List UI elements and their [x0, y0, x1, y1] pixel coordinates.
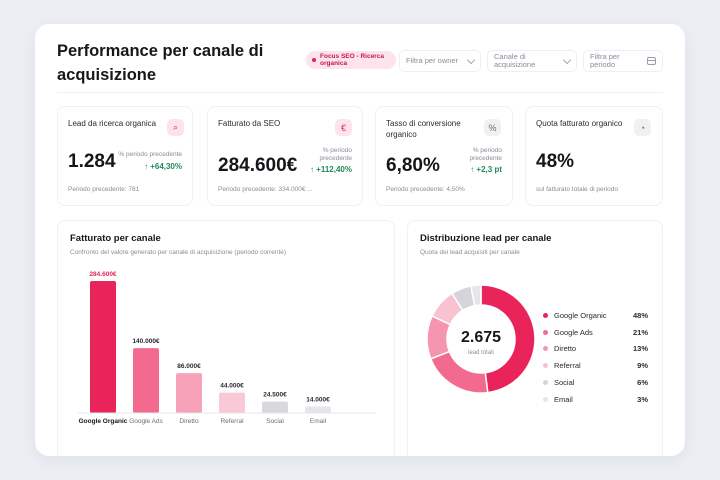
search-icon: ⌕ — [167, 119, 184, 136]
chip-dot-icon — [312, 58, 316, 62]
leads-donut-chart: 2.675 lead totali — [426, 284, 536, 394]
bar-category-label: Diretto — [179, 418, 199, 425]
revenue-card-subtitle: Confronto del valore generato per canale… — [70, 249, 287, 256]
legend-value: 6% — [637, 378, 648, 388]
bar-value-label: 140.000€ — [132, 338, 159, 345]
legend-item: Email 3% — [543, 391, 648, 408]
channel-filter-label: Canale di acquisizione — [494, 52, 536, 69]
revenue-card: Fatturato per canale Confronto del valor… — [57, 220, 395, 456]
legend-swatch-icon — [543, 312, 548, 318]
legend-label: Google Ads — [554, 327, 593, 337]
kpi-title: Tasso di conversione organico — [386, 119, 461, 139]
kpi-card-seo-revenue: Fatturato da SEO € 284.600€ % periodo pr… — [207, 106, 363, 206]
bar-category-label: Referral — [220, 418, 244, 425]
channel-filter[interactable]: Canale di acquisizione — [487, 50, 577, 72]
bar-value-label: 284.600€ — [89, 271, 116, 278]
donut-slice — [480, 284, 536, 394]
header-divider — [57, 92, 663, 93]
leads-card-title: Distribuzione lead per canale — [420, 233, 552, 244]
calendar-icon — [647, 57, 656, 65]
bar-value-label: 14.000€ — [306, 397, 330, 404]
kpi-compare-label: % periodo precedente — [469, 147, 502, 162]
kpi-title: Lead da ricerca organica — [68, 119, 157, 128]
legend-label: Email — [554, 394, 573, 404]
legend-swatch-icon — [543, 380, 548, 386]
donut-total-label: lead totali — [468, 350, 494, 356]
kpi-compare-label: % periodo precedente — [319, 147, 352, 162]
revenue-card-title: Fatturato per canale — [70, 233, 161, 244]
legend-item: Google Ads 21% — [543, 324, 648, 341]
bar-category-label: Google Ads — [129, 418, 163, 425]
percent-icon: % — [484, 119, 501, 136]
kpi-previous: Periodo precedente: 334.000€ ... — [218, 186, 313, 193]
legend-item: Social 6% — [543, 374, 648, 391]
chevron-down-icon — [466, 55, 476, 64]
legend-swatch-icon — [543, 346, 548, 352]
kpi-value: 6,80% — [386, 155, 440, 176]
owner-filter-label: Filtra per owner — [406, 56, 459, 65]
bar — [176, 373, 202, 413]
revenue-bar-chart: 284.600€ Google Organic 140.000€ Google Ads… — [78, 271, 376, 425]
kpi-value: 48% — [536, 151, 575, 172]
bar — [219, 392, 245, 413]
page-title: Performance per canale di acquisizione — [57, 42, 264, 84]
donut-slice — [429, 350, 489, 394]
bar — [90, 281, 116, 413]
bar-category-label: Email — [310, 418, 327, 425]
kpi-value: 284.600€ — [218, 155, 298, 176]
legend-label: Google Organic — [554, 310, 607, 320]
kpi-previous: Periodo precedente: 781 — [68, 186, 140, 193]
kpi-delta: ↑ +2,3 pt — [470, 165, 502, 174]
kpi-card-organic-share: Quota fatturato organico ◔ 48% sul fattu… — [525, 106, 663, 206]
period-filter[interactable]: Filtra per periodo — [583, 50, 663, 72]
pie-icon: ◔ — [634, 119, 651, 136]
bar-value-label: 44.000€ — [220, 383, 244, 390]
donut-slice — [470, 284, 482, 307]
legend-label: Referral — [554, 361, 581, 371]
donut-legend: Google Organic 48% Google Ads 21% Diretto 13%… — [543, 307, 648, 408]
bar-value-label: 24.500€ — [263, 392, 287, 399]
kpi-delta: ↑ +112,40% — [309, 165, 352, 174]
legend-swatch-icon — [543, 396, 548, 402]
legend-value: 3% — [637, 394, 648, 404]
bar — [133, 348, 159, 413]
euro-icon: € — [335, 119, 352, 136]
bar-category-label: Social — [266, 418, 284, 425]
leads-card-subtitle: Quota dei lead acquisiti per canale — [420, 249, 520, 256]
kpi-card-organic-leads: Lead da ricerca organica ⌕ 1.284 % perio… — [57, 106, 193, 206]
legend-swatch-icon — [543, 329, 548, 335]
kpi-card-conversion-rate: Tasso di conversione organico % 6,80% % … — [375, 106, 513, 206]
kpi-title: Quota fatturato organico — [536, 119, 623, 128]
legend-value: 48% — [632, 310, 648, 320]
kpi-previous: Periodo precedente: 4,50% — [386, 186, 465, 193]
legend-swatch-icon — [543, 363, 548, 369]
kpi-title: Fatturato da SEO — [218, 119, 281, 128]
owner-filter[interactable]: Filtra per owner — [399, 50, 481, 72]
legend-value: 9% — [637, 361, 648, 371]
legend-value: 21% — [632, 327, 648, 337]
bar-category-label: Google Organic — [79, 418, 128, 425]
bar-value-label: 86.000€ — [177, 363, 201, 370]
focus-chip[interactable]: Focus SEO - Ricerca organica — [306, 51, 396, 69]
kpi-previous: sul fatturato totale di periodo — [536, 186, 619, 193]
kpi-value: 1.284 — [68, 151, 116, 172]
chevron-down-icon — [562, 55, 572, 64]
legend-label: Diretto — [554, 344, 577, 354]
bar — [305, 406, 331, 413]
bar — [262, 401, 288, 413]
legend-value: 13% — [632, 344, 648, 354]
legend-item: Referral 9% — [543, 357, 648, 374]
leads-card: Distribuzione lead per canale Quota dei … — [407, 220, 663, 456]
donut-total: 2.675 — [461, 329, 501, 346]
dashboard-panel: Performance per canale di acquisizione F… — [35, 24, 685, 456]
legend-item: Diretto 13% — [543, 341, 648, 358]
legend-label: Social — [554, 378, 575, 388]
legend-item: Google Organic 48% — [543, 307, 648, 324]
chip-label: Focus SEO - Ricerca organica — [320, 53, 384, 67]
period-filter-label: Filtra per periodo — [590, 52, 620, 69]
kpi-compare-label: % periodo precedente — [118, 151, 182, 158]
kpi-delta: ↑ +64,30% — [143, 162, 182, 171]
